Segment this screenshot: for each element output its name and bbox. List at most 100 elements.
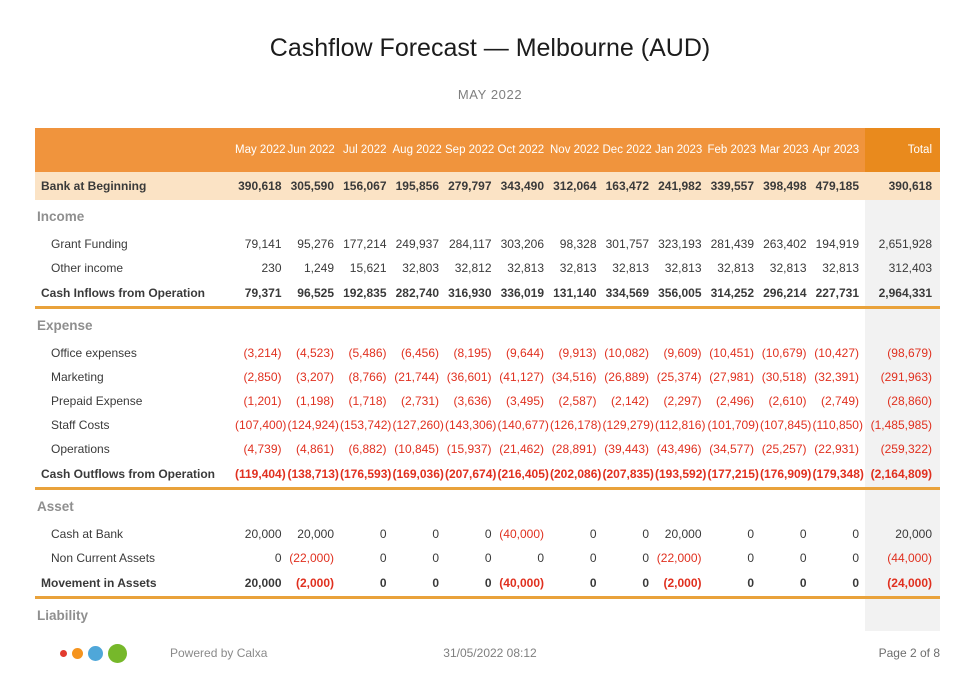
value-cell: (4,861) xyxy=(295,442,334,456)
value-cell: (24,000) xyxy=(865,570,940,599)
value-cell: 314,252 xyxy=(707,280,760,309)
value-cell: (179,348) xyxy=(812,461,865,490)
row-label: Prepaid Expense xyxy=(51,394,143,408)
value-cell: (9,644) xyxy=(505,346,544,360)
value-cell: (10,082) xyxy=(604,346,649,360)
value-cell: 0 xyxy=(799,527,807,541)
value-cell: (34,577) xyxy=(709,442,754,456)
value-cell: 0 xyxy=(760,570,813,599)
value-cell: 249,937 xyxy=(395,237,439,251)
value-cell: 20,000 xyxy=(297,527,334,541)
powered-by-label: Powered by Calxa xyxy=(170,646,268,660)
value-cell: (3,214) xyxy=(243,346,282,360)
value-cell: (98,679) xyxy=(865,341,940,365)
value-cell: (169,036) xyxy=(392,461,445,490)
value-cell: (10,427) xyxy=(814,346,859,360)
section-total-row: Movement in Assets 20,000 (2,000) 0 0 0 (40,00… xyxy=(35,570,940,599)
report-period: MAY 2022 xyxy=(457,87,523,102)
section-total-row: Cash Outflows from Operation (119,404) (13… xyxy=(35,461,940,490)
cashflow-table-container: May 2022 Jun 2022 Jul 2022 Aug 2022 Sep 2022… xyxy=(35,128,940,631)
value-cell: 390,618 xyxy=(865,172,940,200)
value-cell: 32,813 xyxy=(822,261,859,275)
section-label: Income xyxy=(37,208,85,224)
value-cell: 32,813 xyxy=(769,261,807,275)
month-column-header: Jul 2022 xyxy=(340,128,393,172)
month-column-header: Oct 2022 xyxy=(497,128,550,172)
value-cell: 95,276 xyxy=(297,237,334,251)
value-cell: 0 xyxy=(589,527,597,541)
month-column-header: Feb 2023 xyxy=(707,128,760,172)
total-column-spacer xyxy=(865,488,940,522)
value-cell: (207,835) xyxy=(602,461,655,490)
value-cell: (3,207) xyxy=(295,370,334,384)
table-row: Cash at Bank 20,000 20,000 0 0 0 (40,000) 0 0 20,… xyxy=(35,522,940,546)
value-cell: 0 xyxy=(747,527,754,541)
value-cell: 230 xyxy=(261,261,282,275)
value-cell: (112,816) xyxy=(655,418,706,432)
table-row: Grant Funding 79,141 95,276 177,214 249,937 2… xyxy=(35,232,940,256)
value-cell: 1,249 xyxy=(303,261,334,275)
table-row: Staff Costs (107,400) (124,924) (153,742) (1… xyxy=(35,413,940,437)
table-row: Prepaid Expense (1,201) (1,198) (1,718) (2,7… xyxy=(35,389,940,413)
value-cell: 336,019 xyxy=(497,280,550,309)
value-cell: 0 xyxy=(589,551,597,565)
value-cell: (2,142) xyxy=(610,394,649,408)
value-cell: 0 xyxy=(642,527,649,541)
value-cell: 398,498 xyxy=(760,172,813,200)
value-cell: (43,496) xyxy=(656,442,702,456)
value-cell: (2,000) xyxy=(655,570,708,599)
logo-dot-icon xyxy=(60,649,67,657)
value-cell: (129,279) xyxy=(602,418,654,432)
table-header: May 2022 Jun 2022 Jul 2022 Aug 2022 Sep 2022… xyxy=(35,128,940,172)
value-cell: 163,472 xyxy=(602,172,655,200)
value-cell: 156,067 xyxy=(340,172,393,200)
value-cell: 339,557 xyxy=(707,172,760,200)
section-label: Expense xyxy=(37,317,93,333)
value-cell: (1,198) xyxy=(295,394,334,408)
value-cell: 0 xyxy=(432,527,439,541)
value-cell: 0 xyxy=(379,527,387,541)
value-cell: 0 xyxy=(812,570,865,599)
value-cell: (101,709) xyxy=(707,418,759,432)
value-cell: (9,913) xyxy=(558,346,597,360)
value-cell: (22,000) xyxy=(656,551,702,565)
value-cell: (107,845) xyxy=(760,418,812,432)
value-cell: 32,812 xyxy=(454,261,492,275)
value-cell: 281,439 xyxy=(710,237,754,251)
row-label: Bank at Beginning xyxy=(35,172,235,200)
section-label: Asset xyxy=(37,498,74,514)
value-cell: (34,516) xyxy=(551,370,597,384)
value-cell: 0 xyxy=(392,570,445,599)
total-column-header: Total xyxy=(865,128,940,172)
value-cell: (6,882) xyxy=(348,442,387,456)
value-cell: (8,766) xyxy=(348,370,387,384)
report-footer: Powered by Calxa 31/05/2022 08:12 Page 2… xyxy=(0,636,980,670)
value-cell: 0 xyxy=(484,527,492,541)
value-cell: 0 xyxy=(852,551,859,565)
value-cell: 32,813 xyxy=(559,261,597,275)
row-label: Non Current Assets xyxy=(51,551,156,565)
value-cell: (138,713) xyxy=(287,461,340,490)
value-cell: (8,195) xyxy=(453,346,492,360)
value-cell: (32,391) xyxy=(814,370,859,384)
value-cell: (291,963) xyxy=(865,365,940,389)
value-cell: (202,086) xyxy=(550,461,603,490)
value-cell: (140,677) xyxy=(497,418,549,432)
value-cell: 0 xyxy=(852,527,859,541)
row-label: Grant Funding xyxy=(51,237,128,251)
value-cell: 301,757 xyxy=(605,237,649,251)
value-cell: (2,850) xyxy=(243,370,282,384)
value-cell: 96,525 xyxy=(287,280,340,309)
value-cell: (1,485,985) xyxy=(865,413,940,437)
value-cell: (127,260) xyxy=(392,418,444,432)
value-cell: (22,931) xyxy=(814,442,859,456)
value-cell: 241,982 xyxy=(655,172,708,200)
month-column-header: Aug 2022 xyxy=(392,128,445,172)
value-cell: (22,000) xyxy=(289,551,334,565)
value-cell: 356,005 xyxy=(655,280,708,309)
value-cell: 32,813 xyxy=(717,261,754,275)
value-cell: 0 xyxy=(642,551,649,565)
row-label: Office expenses xyxy=(51,346,137,360)
value-cell: 305,590 xyxy=(287,172,340,200)
value-cell: 323,193 xyxy=(658,237,702,251)
